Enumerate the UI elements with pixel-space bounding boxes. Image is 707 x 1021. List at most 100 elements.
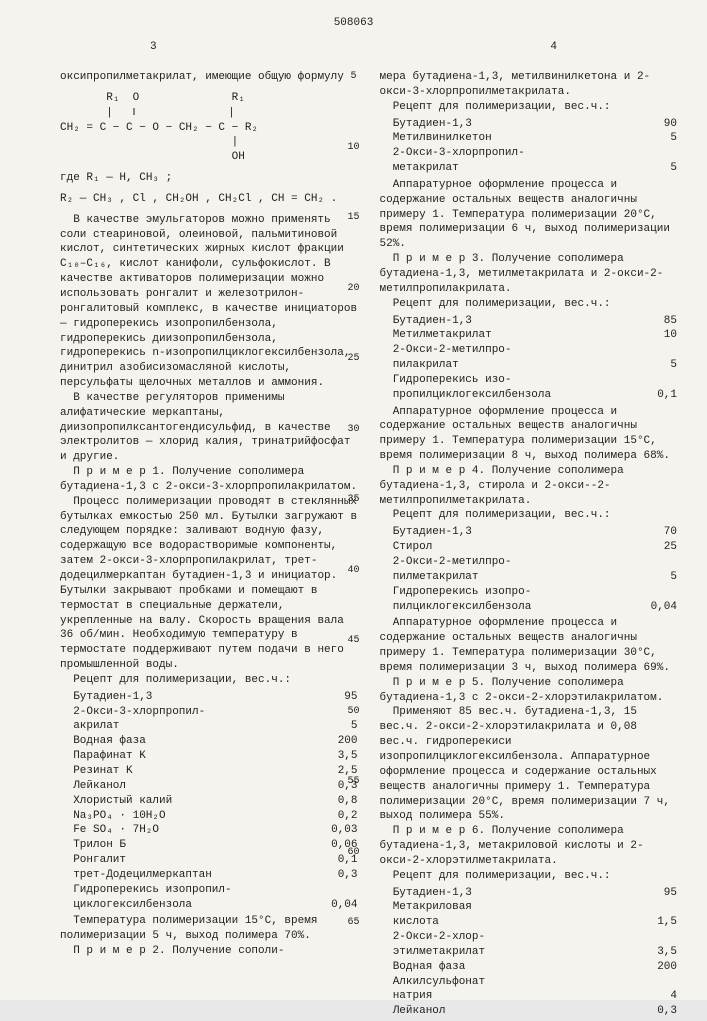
recipe-header: Рецепт для полимеризации, вес.ч.:: [380, 508, 678, 523]
recipe-value: 90: [637, 117, 677, 132]
recipe-label: 2-Окси-3-хлорпропил-: [393, 146, 637, 161]
recipe-label: Гидроперекись изопро-: [393, 585, 637, 600]
recipe-row: 2-Окси-2-метилпро-: [380, 343, 678, 358]
recipe-label: пилметакрилат: [393, 570, 637, 585]
para: В качестве регуляторов применимы алифати…: [60, 391, 358, 465]
recipe-row: пилметакрилат5: [380, 570, 678, 585]
columns: оксипропилметакрилат, имеющие общую форм…: [60, 70, 677, 1021]
recipe-label: Бутадиен-1,3: [393, 525, 637, 540]
recipe-label: циклогексилбензола: [73, 898, 317, 913]
recipe-value: 5: [637, 570, 677, 585]
recipe-row: циклогексилбензола0,04: [60, 898, 358, 913]
recipe-label: 2-Окси-2-хлор-: [393, 930, 637, 945]
recipe-label: Na₃PO₄ · 10H₂O: [73, 809, 317, 824]
recipe-value: 1,5: [637, 915, 677, 930]
recipe-label: этилметакрилат: [393, 945, 637, 960]
recipe-label: Гидроперекись изопропил-: [73, 883, 317, 898]
recipe-row: натрия4: [380, 989, 678, 1004]
para: Процесс полимеризации проводят в стеклян…: [60, 495, 358, 673]
recipe-row: Гидроперекись изопро-: [380, 585, 678, 600]
recipe-row: кислота1,5: [380, 915, 678, 930]
line-number: 65: [345, 916, 363, 930]
para: оксипропилметакрилат, имеющие общую форм…: [60, 70, 358, 85]
para-example: П р и м е р 6. Получение сополимера бута…: [380, 824, 678, 869]
para-example: П р и м е р 5. Получение сополимера бута…: [380, 676, 678, 706]
para: В качестве эмульгаторов можно применять …: [60, 213, 358, 391]
recipe-value: 4: [637, 989, 677, 1004]
recipe-row: Трилон Б0,06: [60, 838, 358, 853]
recipe-1: Бутадиен-1,3952-Окси-3-хлорпропил-акрила…: [60, 690, 358, 913]
recipe-row: Гидроперекись изо-: [380, 373, 678, 388]
recipe-label: Метакриловая: [393, 900, 637, 915]
recipe-row: Бутадиен-1,385: [380, 314, 678, 329]
line-numbers: 5101520253035404550556065: [345, 70, 363, 987]
recipe-label: Резинат K: [73, 764, 317, 779]
line-number: 50: [345, 705, 363, 719]
recipe-header: Рецепт для полимеризации, вес.ч.:: [380, 869, 678, 884]
recipe-value: 0,1: [637, 388, 677, 403]
recipe-label: метакрилат: [393, 161, 637, 176]
page: 508063 3 4 5101520253035404550556065 окс…: [0, 0, 707, 1000]
recipe-label: кислота: [393, 915, 637, 930]
line-number: 30: [345, 423, 363, 437]
recipe-label: 2-Окси-2-метилпро-: [393, 555, 637, 570]
recipe-row: этилметакрилат3,5: [380, 945, 678, 960]
recipe-row: Метакриловая: [380, 900, 678, 915]
recipe-row: Лейканол0,3: [60, 779, 358, 794]
recipe-value: [637, 585, 677, 600]
line-number: 55: [345, 775, 363, 789]
recipe-row: Метилвинилкетон5: [380, 131, 678, 146]
recipe-value: 95: [637, 886, 677, 901]
recipe-header: Рецепт для полимеризации, вес.ч.:: [380, 297, 678, 312]
recipe-label: Бутадиен-1,3: [393, 314, 637, 329]
recipe-value: 3,5: [637, 945, 677, 960]
recipe-value: [637, 343, 677, 358]
recipe-label: Метилвинилкетон: [393, 131, 637, 146]
recipe-label: пилциклогексилбензола: [393, 600, 637, 615]
formula-r2: R₂ — CH₃ , Cl , CH₂OH , CH₂Cl , CH = CH₂…: [60, 192, 358, 207]
line-number: 45: [345, 634, 363, 648]
recipe-label: Алкилсульфонат: [393, 975, 637, 990]
recipe-row: Метилметакрилат10: [380, 328, 678, 343]
recipe-value: 0,04: [637, 600, 677, 615]
line-number: 5: [345, 70, 363, 84]
recipe-6: Бутадиен-1,395Метакриловаякислота1,52-Ок…: [380, 886, 678, 1020]
recipe-value: [637, 146, 677, 161]
para: Аппаратурное оформление процесса и содер…: [380, 178, 678, 252]
recipe-row: Парафинат K3,5: [60, 749, 358, 764]
recipe-label: пилакрилат: [393, 358, 637, 373]
recipe-label: трет-Додецилмеркаптан: [73, 868, 317, 883]
chem-formula: R₁ O R₁ | ‖ | CH₂ = C − C − O − CH₂ − C …: [60, 91, 358, 165]
recipe-row: Резинат K2,5: [60, 764, 358, 779]
recipe-label: Трилон Б: [73, 838, 317, 853]
recipe-row: 2-Окси-2-метилпро-: [380, 555, 678, 570]
para-example: П р и м е р 1. Получение сополимера бута…: [60, 465, 358, 495]
recipe-row: Ронгалит0,1: [60, 853, 358, 868]
recipe-row: Бутадиен-1,390: [380, 117, 678, 132]
recipe-header: Рецепт для полимеризации, вес.ч.:: [60, 673, 358, 688]
page-number-left: 3: [150, 40, 157, 55]
recipe-row: Гидроперекись изопропил-: [60, 883, 358, 898]
recipe-label: Бутадиен-1,3: [73, 690, 317, 705]
recipe-value: [637, 930, 677, 945]
recipe-row: Бутадиен-1,395: [380, 886, 678, 901]
recipe-value: [637, 555, 677, 570]
recipe-row: Стирол25: [380, 540, 678, 555]
para: Аппаратурное оформление процесса и содер…: [380, 616, 678, 675]
recipe-label: акрилат: [73, 719, 317, 734]
formula-where: где R₁ — H, CH₃ ;: [60, 171, 358, 186]
line-number: 40: [345, 564, 363, 578]
page-number-right: 4: [550, 40, 557, 55]
recipe-value: 5: [637, 161, 677, 176]
recipe-row: Бутадиен-1,395: [60, 690, 358, 705]
recipe-label: Ронгалит: [73, 853, 317, 868]
recipe-value: 5: [637, 131, 677, 146]
recipe-label: 2-Окси-2-метилпро-: [393, 343, 637, 358]
recipe-label: Гидроперекись изо-: [393, 373, 637, 388]
recipe-label: натрия: [393, 989, 637, 1004]
recipe-value: 70: [637, 525, 677, 540]
recipe-row: Na₃PO₄ · 10H₂O0,2: [60, 809, 358, 824]
recipe-value: 200: [637, 960, 677, 975]
recipe-label: Бутадиен-1,3: [393, 117, 637, 132]
recipe-value: 0,3: [637, 1004, 677, 1019]
